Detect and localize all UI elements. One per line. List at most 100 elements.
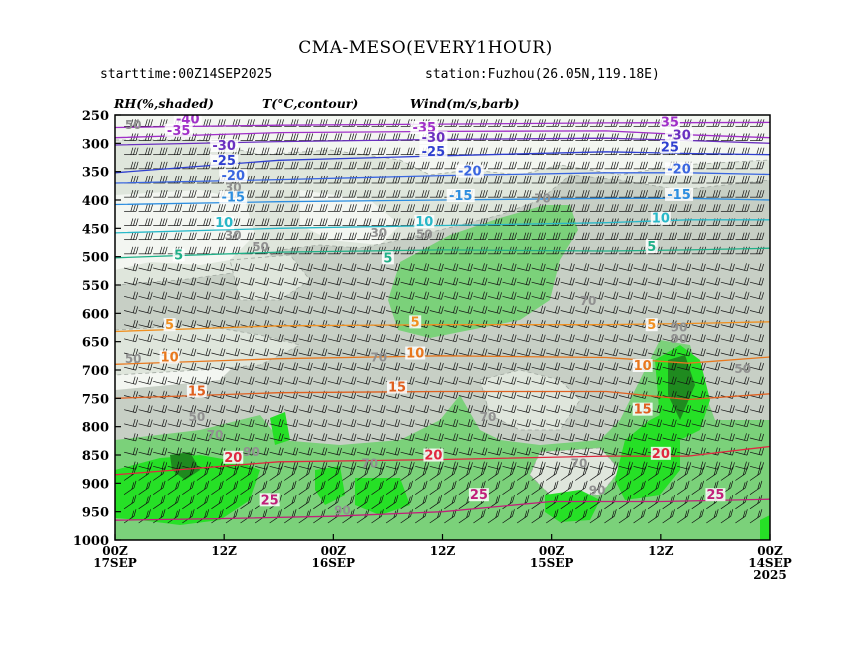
wind-barb: [706, 246, 721, 255]
wind-barb: [662, 175, 677, 184]
wind-barb: [356, 447, 371, 456]
wind-barb: [342, 161, 357, 170]
wind-barb: [153, 362, 168, 371]
wind-barb: [313, 334, 328, 343]
wind-barb: [560, 447, 575, 456]
wind-barb: [517, 175, 532, 184]
wind-barb: [546, 433, 561, 442]
wind-barb: [124, 119, 139, 127]
wind-barb: [735, 509, 748, 524]
wind-barb: [400, 419, 415, 428]
wind-barb: [298, 376, 313, 385]
x-tick-label: 12Z: [648, 544, 674, 558]
wind-barb: [458, 362, 473, 371]
wind-barb: [240, 218, 255, 226]
wind-barb: [546, 133, 561, 141]
wind-barb: [269, 147, 284, 156]
wind-barb: [633, 263, 648, 272]
wind-barb: [735, 305, 750, 314]
wind-barb: [284, 480, 297, 495]
wind-barb: [298, 348, 313, 357]
wind-barb: [167, 147, 183, 156]
wind-barb: [560, 348, 575, 357]
wind-barb: [400, 305, 415, 314]
wind-barb: [400, 147, 415, 156]
wind-barb: [677, 277, 692, 286]
wind-barb: [298, 404, 313, 413]
wind-barb: [211, 277, 226, 286]
x-tick-label: 15SEP: [530, 556, 574, 570]
wind-barb: [473, 419, 488, 428]
wind-barb: [327, 305, 342, 314]
wind-barb: [386, 277, 401, 286]
wind-barb: [735, 277, 750, 286]
temperature-contour-line: [115, 197, 770, 206]
wind-barb: [196, 218, 212, 226]
wind-barb: [342, 433, 357, 442]
wind-barb: [662, 480, 675, 495]
wind-barb: [720, 319, 735, 328]
wind-barb: [720, 204, 736, 212]
wind-barb: [648, 419, 663, 428]
wind-barb: [386, 119, 401, 127]
wind-barb: [167, 404, 182, 413]
wind-barb: [604, 190, 619, 198]
wind-barb: [516, 466, 530, 481]
wind-barb: [706, 305, 721, 314]
wind-barb: [589, 447, 604, 456]
wind-barb: [284, 133, 299, 141]
wind-barb: [749, 433, 764, 442]
wind-barb: [633, 175, 648, 184]
wind-barb: [560, 218, 576, 226]
wind-barb: [254, 480, 268, 495]
wind-barb: [269, 404, 284, 413]
temperature-contour-label: 10: [632, 359, 653, 374]
wind-barb: [124, 204, 139, 212]
wind-barb: [327, 246, 343, 255]
wind-barb: [473, 404, 488, 413]
y-tick-label: 1000: [73, 534, 109, 549]
wind-barb: [123, 494, 137, 510]
wind-barb: [284, 291, 299, 300]
wind-barb: [735, 291, 750, 300]
wind-barb: [182, 190, 197, 198]
wind-barb: [124, 246, 139, 255]
wind-barb: [735, 362, 750, 371]
wind-barb: [546, 277, 561, 286]
temperature-contour-label: 5: [645, 318, 658, 333]
wind-barb: [487, 175, 503, 184]
wind-barb: [240, 204, 255, 212]
wind-barb: [575, 204, 590, 212]
wind-barb: [487, 305, 502, 314]
wind-barb: [429, 466, 443, 481]
wind-barb: [400, 433, 415, 442]
wind-barb: [618, 291, 633, 300]
wind-barb: [327, 277, 342, 286]
wind-barb: [167, 263, 182, 272]
wind-barb: [633, 447, 648, 456]
wind-barb: [167, 218, 183, 226]
wind-barb: [415, 362, 430, 371]
wind-barb: [400, 190, 415, 198]
wind-barb: [473, 204, 488, 212]
wind-barb: [138, 291, 153, 300]
wind-barb: [546, 419, 561, 428]
wind-barb: [371, 147, 386, 156]
wind-barb: [255, 147, 270, 156]
wind-barb: [313, 480, 326, 495]
wind-barb: [589, 334, 604, 343]
wind-barb: [720, 246, 736, 255]
wind-barb: [546, 190, 561, 198]
wind-barb: [225, 433, 240, 442]
wind-barb: [604, 232, 619, 241]
wind-barb: [356, 404, 371, 413]
wind-barb: [167, 419, 182, 428]
wind-barb: [167, 204, 183, 212]
wind-barb: [604, 161, 619, 170]
wind-barb: [124, 447, 139, 456]
wind-barb: [386, 433, 401, 442]
wind-barb: [589, 147, 605, 156]
wind-barb: [749, 204, 765, 212]
temperature-contour-label: 5: [381, 251, 394, 266]
